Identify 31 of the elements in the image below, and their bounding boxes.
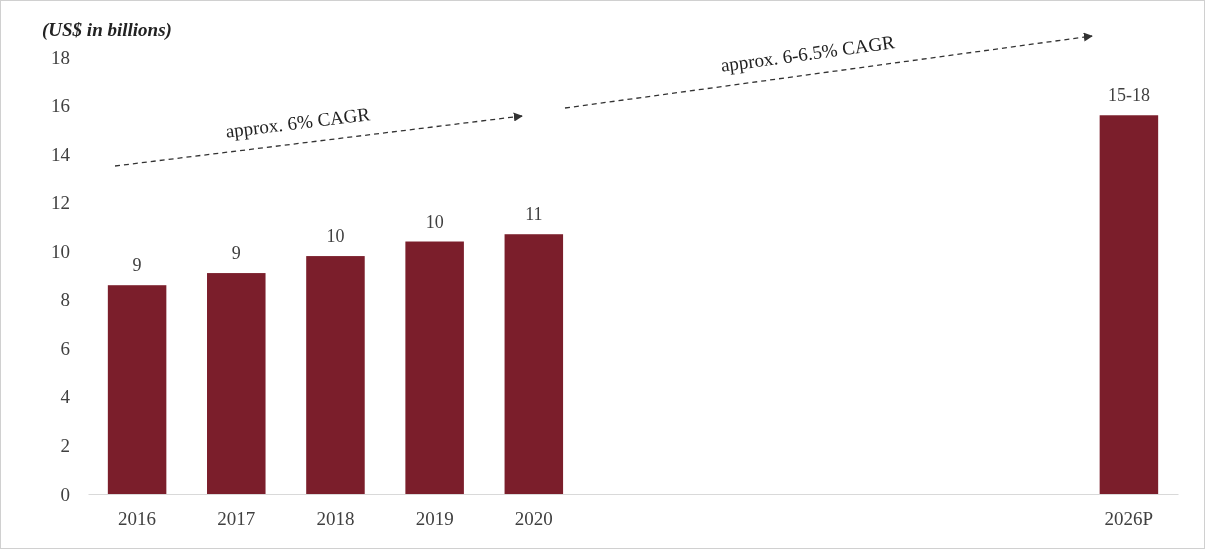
- annotation: approx. 6-6.5% CAGR: [719, 31, 897, 76]
- y-axis-title: (US$ in billions): [42, 19, 172, 41]
- y-tick-label: 4: [60, 386, 71, 408]
- y-tick-label: 18: [51, 46, 70, 68]
- y-tick-label: 2: [60, 435, 70, 457]
- annotation: approx. 6% CAGR: [224, 103, 372, 142]
- bar: [1099, 115, 1159, 494]
- bar: [504, 234, 564, 494]
- bar: [207, 273, 266, 494]
- y-tick-label: 12: [51, 192, 70, 214]
- bar: [405, 241, 464, 494]
- bar: [107, 285, 167, 494]
- y-tick-label: 14: [51, 143, 71, 165]
- data-label: 10: [326, 226, 345, 247]
- y-tick-label: 0: [60, 483, 70, 505]
- x-tick-label: 2017: [217, 508, 256, 530]
- x-tick-label: 2016: [118, 508, 157, 530]
- y-tick-label: 10: [51, 240, 70, 262]
- y-tick-label: 16: [51, 95, 70, 117]
- x-tick-label: 2020: [514, 508, 553, 530]
- y-tick-label: 8: [60, 289, 70, 311]
- data-label: 9: [132, 255, 142, 276]
- x-tick-label: 2018: [316, 508, 355, 530]
- data-label: 11: [525, 204, 543, 225]
- x-tick-label: 2019: [415, 508, 454, 530]
- data-label: 15-18: [1107, 85, 1150, 106]
- y-tick-label: 6: [60, 337, 70, 359]
- bar: [306, 256, 365, 494]
- x-tick-label: 2026P: [1104, 508, 1154, 530]
- data-label: 9: [231, 243, 241, 264]
- data-label: 10: [425, 211, 444, 232]
